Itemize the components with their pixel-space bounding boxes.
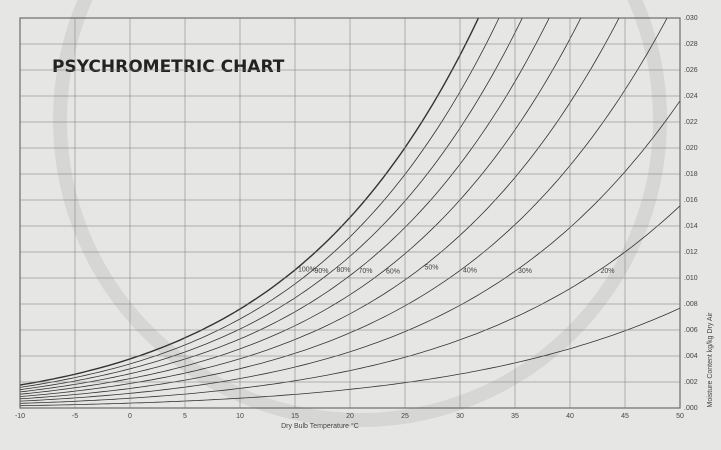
rh-label: 60%	[386, 268, 400, 275]
rh-label: 50%	[425, 265, 439, 272]
rh-label: 30%	[518, 268, 532, 275]
y-tick-label: .018	[684, 171, 698, 178]
y-tick-label: .016	[684, 197, 698, 204]
rh-label: 100%	[298, 267, 316, 274]
y-tick-label: .024	[684, 93, 698, 100]
y-tick-label: .022	[684, 119, 698, 126]
x-tick-label: 25	[401, 413, 409, 420]
y-tick-label: .012	[684, 249, 698, 256]
y-tick-label: .026	[684, 67, 698, 74]
y-axis-label: Moisture Content kg/kg Dry Air	[707, 312, 714, 408]
y-tick-label: .002	[684, 379, 698, 386]
y-tick-label: .008	[684, 301, 698, 308]
rh-label: 40%	[463, 267, 477, 274]
rh-label: 70%	[359, 268, 373, 275]
x-tick-label: 5	[183, 413, 187, 420]
chart-title: PSYCHROMETRIC CHART	[52, 57, 285, 77]
x-tick-label: 30	[456, 413, 464, 420]
x-tick-label: 50	[676, 413, 684, 420]
rh-label: 20%	[601, 268, 615, 275]
y-tick-label: .006	[684, 327, 698, 334]
x-tick-label: -10	[15, 413, 25, 420]
rh-label: 80%	[337, 267, 351, 274]
x-tick-label: 0	[128, 413, 132, 420]
x-tick-label: 35	[511, 413, 519, 420]
y-tick-label: .014	[684, 223, 698, 230]
y-tick-label: .028	[684, 41, 698, 48]
x-axis-label: Dry Bulb Temperature °C	[281, 422, 359, 430]
y-tick-label: .020	[684, 145, 698, 152]
x-tick-label: -5	[72, 413, 78, 420]
chart: PSYCHROMETRIC CHART Dry Bulb Temperature…	[0, 0, 721, 450]
y-tick-label: .030	[684, 15, 698, 22]
y-tick-label: .004	[684, 353, 698, 360]
x-tick-label: 20	[346, 413, 354, 420]
rh-label: 90%	[315, 268, 329, 275]
y-tick-label: .000	[684, 405, 698, 412]
y-tick-label: .010	[684, 275, 698, 282]
x-tick-label: 45	[621, 413, 629, 420]
x-tick-label: 10	[236, 413, 244, 420]
x-tick-label: 40	[566, 413, 574, 420]
x-tick-label: 15	[291, 413, 299, 420]
